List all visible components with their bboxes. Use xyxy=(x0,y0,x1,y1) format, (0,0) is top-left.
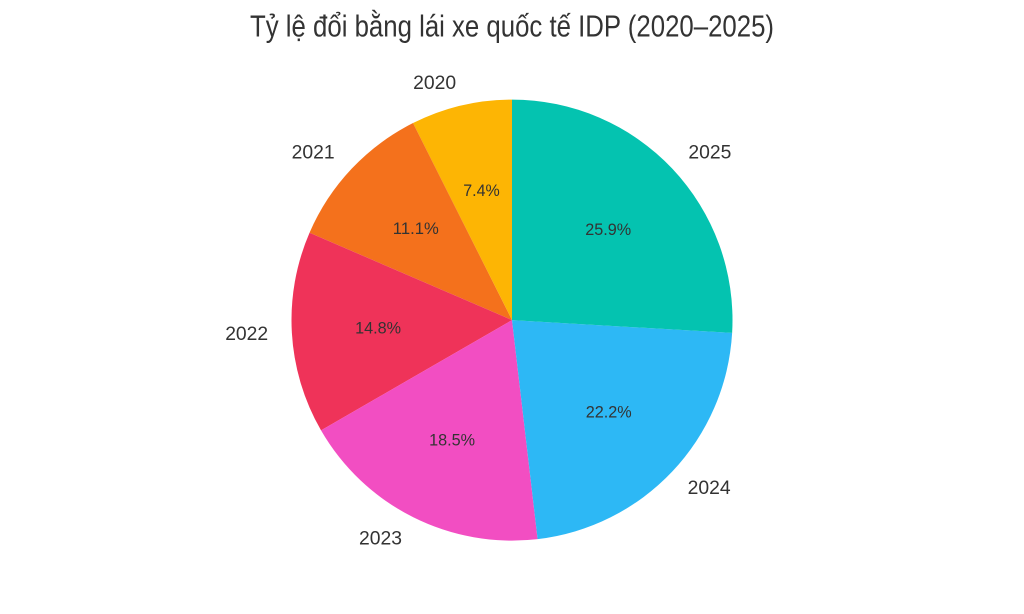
svg-text:2022: 2022 xyxy=(225,323,268,345)
svg-text:7.4%: 7.4% xyxy=(463,181,500,200)
svg-text:2020: 2020 xyxy=(413,72,456,94)
svg-text:2021: 2021 xyxy=(292,141,335,163)
svg-text:18.5%: 18.5% xyxy=(429,431,475,450)
svg-text:2024: 2024 xyxy=(688,477,731,499)
svg-text:14.8%: 14.8% xyxy=(355,318,401,337)
svg-text:25.9%: 25.9% xyxy=(585,220,631,239)
svg-text:11.1%: 11.1% xyxy=(393,219,439,238)
svg-text:Tỷ lệ đổi bằng lái xe quốc tế: Tỷ lệ đổi bằng lái xe quốc tế IDP (2020–… xyxy=(250,11,774,44)
svg-text:22.2%: 22.2% xyxy=(586,402,632,421)
svg-text:2025: 2025 xyxy=(688,141,731,163)
svg-text:2023: 2023 xyxy=(359,528,402,550)
